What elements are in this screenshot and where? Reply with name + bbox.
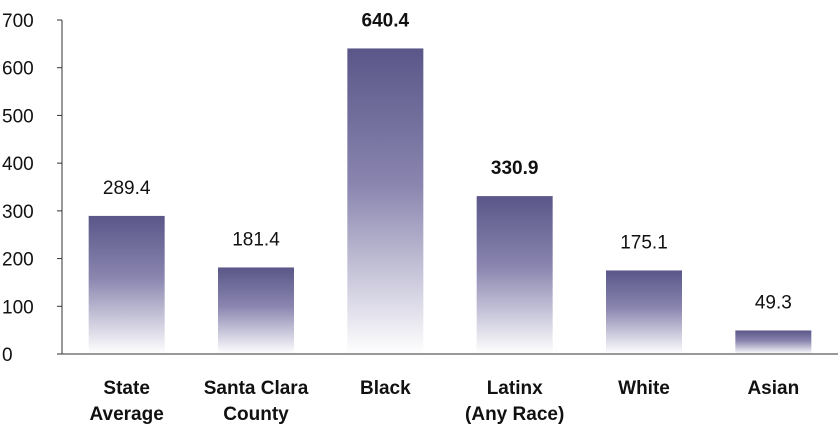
y-tick-label: 200: [2, 250, 34, 271]
y-tick-label: 0: [2, 345, 13, 366]
y-tick-label: 600: [2, 59, 34, 80]
x-axis: State Average Santa Clara County Black Latinx…: [62, 353, 838, 425]
y-tick-label: 300: [2, 202, 34, 223]
bar-value-label: 330.9: [491, 158, 539, 179]
bar-value-label: 289.4: [103, 178, 151, 199]
bar-value-label: 49.3: [755, 292, 792, 313]
y-tick-label: 700: [2, 11, 34, 32]
bar-value-label: 175.1: [620, 232, 668, 253]
x-category-label: State Average: [90, 378, 164, 425]
x-category-label: White: [618, 378, 670, 399]
y-axis: 0 100 200 300 400 500 600 700: [2, 11, 63, 366]
bar: [476, 196, 553, 354]
bar: [88, 215, 165, 354]
y-tick-label: 400: [2, 154, 34, 175]
x-category-label: Black: [360, 378, 411, 399]
value-labels: 289.4 181.4 640.4 330.9 175.1 49.3: [103, 10, 792, 313]
bar: [735, 330, 812, 354]
bar: [218, 267, 294, 354]
x-category-label: Asian: [747, 378, 799, 399]
x-category-label: Latinx (Any Race): [465, 378, 564, 425]
bar-value-label: 181.4: [232, 229, 280, 250]
y-tick-label: 500: [2, 106, 34, 127]
bars: [88, 48, 812, 354]
bar: [606, 270, 682, 354]
bar-value-label: 640.4: [362, 10, 410, 31]
bar: [347, 48, 424, 354]
x-category-label: Santa Clara County: [204, 378, 309, 425]
y-tick-label: 100: [2, 297, 34, 318]
